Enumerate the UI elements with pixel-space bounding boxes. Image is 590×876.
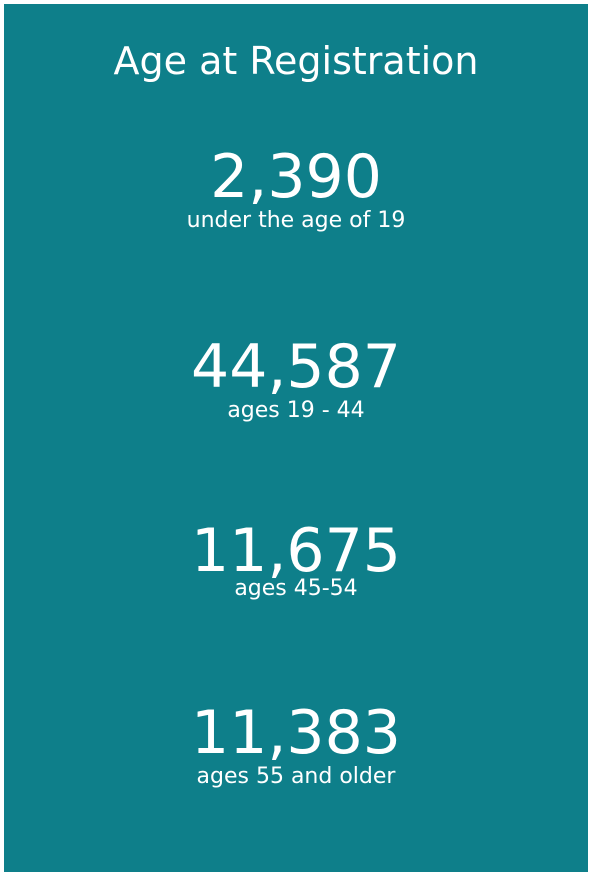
stat: 2,390 under the age of 19 — [4, 142, 588, 236]
stat-value: 44,587 — [191, 332, 401, 402]
panel-title: Age at Registration — [113, 39, 479, 83]
stat-label: under the age of 19 — [186, 208, 406, 233]
stat-value: 2,390 — [210, 142, 382, 212]
stat: 11,675 ages 45-54 — [4, 516, 588, 604]
stat: 44,587 ages 19 - 44 — [4, 332, 588, 426]
stat-label: ages 55 and older — [196, 764, 396, 789]
stat-value: 11,675 — [191, 516, 401, 586]
stat-value: 11,383 — [191, 698, 401, 768]
stat-label: ages 45-54 — [234, 576, 358, 601]
stat-label: ages 19 - 44 — [227, 398, 365, 423]
stats-panel: Age at Registration 2,390 under the age … — [4, 4, 588, 872]
stat: 11,383 ages 55 and older — [4, 698, 588, 792]
